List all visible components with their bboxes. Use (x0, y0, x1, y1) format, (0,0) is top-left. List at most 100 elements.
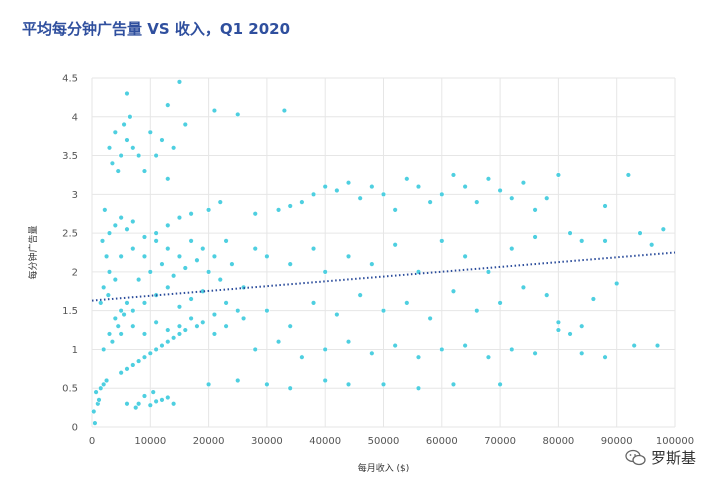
data-point (240, 315, 247, 322)
data-point (380, 381, 387, 388)
data-point (92, 420, 98, 426)
data-point (369, 261, 375, 267)
data-point (217, 276, 223, 283)
x-tick-label: 20000 (193, 436, 225, 447)
data-point (217, 199, 223, 205)
data-point (602, 354, 608, 360)
data-point (392, 342, 398, 349)
data-point (509, 195, 515, 201)
x-tick-label: 10000 (134, 436, 166, 447)
data-point (380, 307, 387, 314)
x-tick-label: 100000 (656, 436, 694, 447)
data-point (130, 218, 136, 225)
data-point (357, 195, 363, 201)
data-point (264, 307, 270, 314)
data-point (153, 238, 159, 244)
data-point (357, 292, 363, 298)
data-point (275, 338, 282, 345)
data-point (654, 342, 661, 349)
data-point (392, 207, 398, 213)
y-tick-label: 2.5 (62, 229, 78, 240)
data-point (124, 137, 130, 143)
data-point (520, 284, 527, 291)
data-point (194, 323, 200, 329)
data-point (299, 199, 305, 205)
data-point (555, 319, 562, 325)
data-point (124, 226, 130, 232)
data-point (150, 389, 156, 395)
x-tick-label: 80000 (542, 436, 574, 447)
data-point (130, 323, 136, 329)
data-point (310, 300, 317, 306)
data-point (100, 381, 107, 388)
data-point (497, 381, 503, 388)
data-point (153, 230, 159, 236)
data-point (345, 253, 352, 260)
data-point (153, 398, 159, 405)
data-point (287, 385, 293, 391)
data-point (103, 253, 110, 260)
data-point (141, 354, 148, 360)
data-point (532, 234, 538, 240)
watermark-text: 罗斯基 (651, 449, 697, 467)
data-point (100, 346, 107, 353)
data-point (579, 238, 585, 244)
data-point (345, 180, 352, 186)
data-point (118, 331, 124, 337)
data-point (322, 269, 328, 275)
data-point (182, 327, 188, 333)
data-point (118, 152, 124, 159)
data-point (404, 176, 410, 182)
data-point (200, 245, 206, 252)
data-point (176, 214, 183, 221)
data-point (345, 338, 352, 345)
data-point (176, 253, 183, 260)
data-point (345, 381, 352, 388)
data-point (211, 311, 218, 318)
data-point (147, 350, 154, 357)
data-point (99, 238, 106, 244)
data-point (141, 168, 148, 174)
y-tick-label: 0.5 (62, 384, 78, 395)
data-point (310, 245, 317, 252)
x-axis-label: 每月收入 ($) (358, 462, 410, 474)
data-point (153, 346, 159, 353)
data-point (544, 195, 550, 201)
data-point (474, 307, 480, 314)
data-point (124, 366, 130, 372)
data-point (427, 199, 433, 205)
data-point (165, 102, 171, 108)
data-point (450, 172, 457, 178)
data-point (182, 265, 188, 271)
data-point (205, 207, 212, 213)
data-point (130, 145, 136, 151)
axis-ticks: 0 10000 20000 30000 40000 50000 60000 70000 8000… (62, 74, 694, 448)
data-point (118, 214, 124, 221)
data-point (130, 307, 136, 314)
x-tick-label: 70000 (484, 436, 516, 447)
data-point (211, 253, 218, 260)
data-point (485, 269, 492, 275)
data-point (567, 230, 573, 236)
data-point (176, 304, 183, 310)
data-point (165, 338, 171, 345)
data-point (462, 183, 468, 190)
data-point (602, 238, 608, 244)
data-point (520, 180, 527, 186)
data-point (415, 354, 422, 360)
data-point (124, 300, 130, 306)
data-point (130, 362, 136, 368)
data-point (100, 284, 107, 291)
data-point (223, 238, 229, 244)
data-point (188, 296, 194, 302)
data-point (109, 160, 116, 167)
data-point (625, 172, 632, 178)
data-point (415, 183, 422, 190)
y-tick-label: 4.5 (62, 74, 78, 85)
data-point (170, 145, 177, 151)
data-point (287, 203, 293, 209)
x-tick-label: 60000 (426, 436, 458, 447)
data-point (194, 257, 200, 263)
x-tick-label: 50000 (368, 436, 400, 447)
